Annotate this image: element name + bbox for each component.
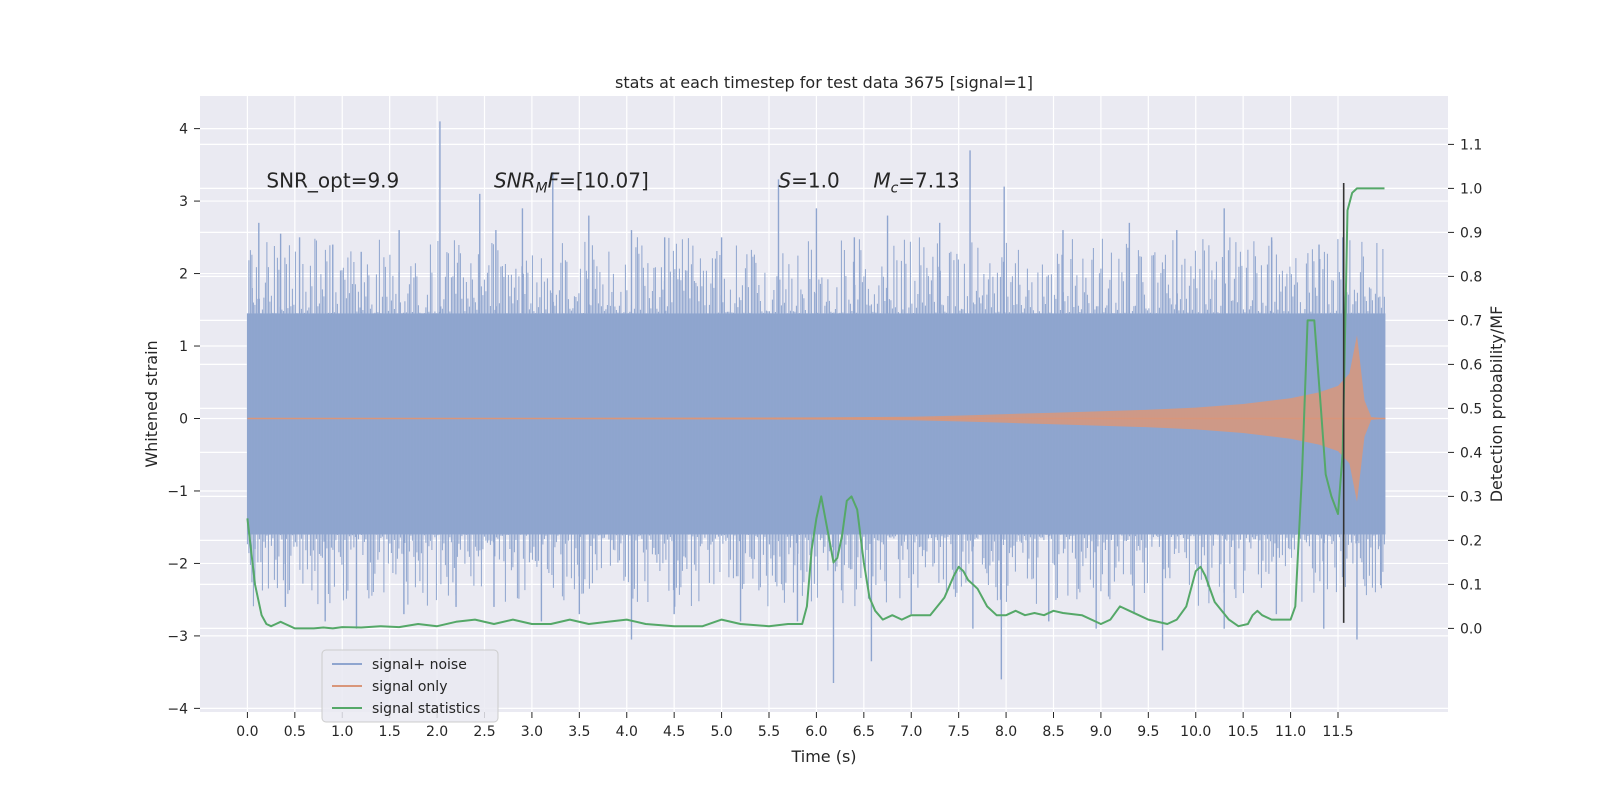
y-tick-label: 4 — [179, 122, 188, 138]
x-tick-label: 5.0 — [710, 724, 732, 740]
x-tick-label: 11.0 — [1275, 724, 1306, 740]
x-tick-label: 3.0 — [521, 724, 543, 740]
y-tick-label: 2 — [179, 267, 188, 283]
y2-tick-label: 0.2 — [1460, 533, 1482, 549]
legend-label: signal only — [372, 679, 447, 695]
annotation-label: S=1.0 — [778, 168, 839, 192]
y-tick-label: −3 — [167, 629, 188, 645]
y2-tick-label: 0.0 — [1460, 621, 1482, 637]
y-tick-label: 0 — [179, 411, 188, 427]
x-tick-label: 2.0 — [426, 724, 448, 740]
x-tick-label: 8.0 — [995, 724, 1017, 740]
legend-label: signal+ noise — [372, 657, 467, 673]
x-tick-label: 0.5 — [284, 724, 306, 740]
legend-label: signal statistics — [372, 701, 480, 717]
y2-tick-label: 0.5 — [1460, 401, 1482, 417]
signal-statistics-line — [246, 187, 1385, 630]
axis-ticks: 0.0 0.5 1.0 1.5 2.0 2.5 3.0 3.5 4.0 4.5 5.0 5.5 6.0 6… — [167, 122, 1482, 740]
annotation-label: SNR_opt=9.9 — [266, 168, 399, 192]
x-axis-label: Time (s) — [790, 747, 856, 766]
y2-tick-label: 0.1 — [1460, 577, 1482, 593]
signal-statistics-series — [246, 187, 1385, 630]
y-tick-label: −4 — [167, 701, 188, 717]
x-tick-label: 10.5 — [1228, 724, 1259, 740]
x-tick-label: 11.5 — [1322, 724, 1353, 740]
annotation-label: Mc=7.13 — [873, 168, 959, 196]
y-tick-label: −1 — [167, 484, 188, 500]
y-tick-label: −2 — [167, 556, 188, 572]
y2-axis-label: Detection probability/MF — [1487, 306, 1506, 503]
x-tick-label: 9.0 — [1090, 724, 1112, 740]
x-tick-label: 8.5 — [1042, 724, 1064, 740]
x-tick-label: 1.5 — [379, 724, 401, 740]
x-tick-label: 4.5 — [663, 724, 685, 740]
x-tick-label: 5.5 — [758, 724, 780, 740]
x-tick-label: 7.5 — [948, 724, 970, 740]
legend-box — [321, 649, 499, 723]
annotation-label: SNRMF=[10.07] — [494, 168, 649, 196]
y2-tick-label: 0.8 — [1460, 269, 1482, 285]
x-tick-label: 3.5 — [568, 724, 590, 740]
signal-only-series — [247, 335, 1386, 502]
y2-tick-label: 0.9 — [1460, 225, 1482, 241]
y2-tick-label: 0.6 — [1460, 357, 1482, 373]
x-tick-label: 0.0 — [236, 724, 258, 740]
x-tick-label: 10.0 — [1180, 724, 1211, 740]
x-tick-label: 2.5 — [473, 724, 495, 740]
y-axis-label: Whitened strain — [142, 340, 161, 467]
y-tick-label: 3 — [179, 194, 188, 210]
x-tick-label: 4.0 — [616, 724, 638, 740]
y-tick-label: 1 — [179, 339, 188, 355]
y2-tick-label: 1.0 — [1460, 181, 1482, 197]
x-tick-label: 7.0 — [900, 724, 922, 740]
legend: signal+ noise signal only signal statistic… — [321, 649, 499, 723]
y2-tick-label: 0.7 — [1460, 313, 1482, 329]
x-tick-label: 6.5 — [853, 724, 875, 740]
y2-tick-label: 0.4 — [1460, 445, 1482, 461]
y2-tick-label: 1.1 — [1460, 137, 1482, 153]
x-tick-label: 9.5 — [1137, 724, 1159, 740]
annotations: SNR_opt=9.9 SNRMF=[10.07] S=1.0 Mc=7.13 — [266, 168, 959, 196]
chart-title: stats at each timestep for test data 367… — [615, 73, 1033, 92]
x-tick-label: 6.0 — [805, 724, 827, 740]
y2-tick-label: 0.3 — [1460, 489, 1482, 505]
x-tick-label: 1.0 — [331, 724, 353, 740]
